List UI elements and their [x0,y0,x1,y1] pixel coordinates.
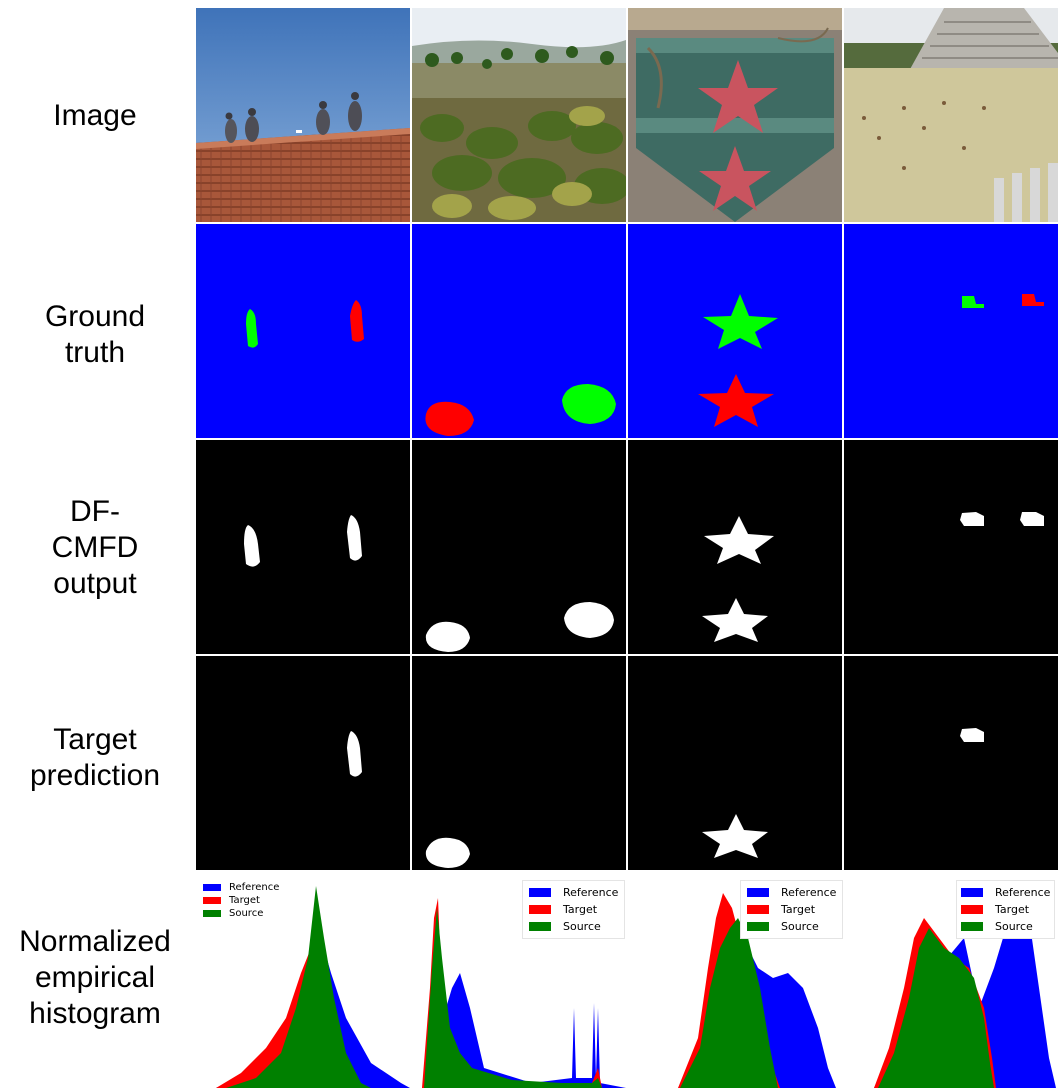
legend-label-reference: Reference [229,882,280,893]
legend-label-source: Source [229,908,264,919]
dfcmfd-output-mask-2 [412,440,626,654]
target-prediction-mask-2 [412,656,626,870]
legend-label-source: Source [781,920,819,933]
legend-label-source: Source [563,920,601,933]
legend-label-target: Target [229,895,260,906]
legend-swatch-reference [203,884,221,891]
legend-swatch-target [961,905,983,914]
row-label-target-prediction: Target prediction [29,723,161,792]
legend-swatch-reference [961,888,983,897]
photo-green-sign-red-stars [628,8,842,222]
target-prediction-mask-1 [196,656,410,870]
target-prediction-mask-3 [628,656,842,870]
histogram-source-series [680,918,778,1088]
photo-shrubland-landscape [412,8,626,222]
legend-label-reference: Reference [995,886,1051,899]
histogram-plot-4 [874,893,1056,1088]
legend-swatch-target [203,897,221,904]
legend-swatch-source [747,922,769,931]
legend-swatch-reference [529,888,551,897]
histogram-source-series [424,908,602,1088]
histogram-source-series [878,928,994,1088]
legend-swatch-source [961,922,983,931]
legend-label-target: Target [563,903,598,916]
histogram-plot-1 [216,886,410,1088]
histogram-reference-series [424,973,626,1088]
histogram-legend-1: Reference Target Source [198,878,285,923]
histogram-legend-2: Reference Target Source [522,880,626,939]
row-label-ground-truth: Ground truth [44,300,146,369]
legend-swatch-target [747,905,769,914]
legend-swatch-reference [747,888,769,897]
photo-stepped-pyramid [844,8,1058,222]
ground-truth-mask-2 [412,224,626,438]
ground-truth-mask-4 [844,224,1058,438]
legend-label-reference: Reference [781,886,837,899]
ground-truth-mask-3 [628,224,842,438]
histogram-source-series [226,886,371,1088]
legend-swatch-source [529,922,551,931]
histogram-plot-2 [422,898,626,1088]
target-prediction-mask-4 [844,656,1058,870]
row-label-image: Image [53,99,137,132]
dfcmfd-output-mask-1 [196,440,410,654]
legend-swatch-target [529,905,551,914]
legend-label-reference: Reference [563,886,619,899]
row-label-histogram: Normalized empirical histogram [19,925,171,1030]
legend-label-source: Source [995,920,1033,933]
legend-label-target: Target [781,903,816,916]
photo-birds-on-roof [196,8,410,222]
dfcmfd-output-mask-4 [844,440,1058,654]
ground-truth-mask-1 [196,224,410,438]
row-label-dfcmfd-output: DF- CMFD output [51,495,139,600]
dfcmfd-output-mask-3 [628,440,842,654]
histogram-plot-3 [678,893,836,1088]
histogram-legend-3: Reference Target Source [740,880,844,939]
histogram-legend-4: Reference Target Source [956,880,1056,939]
legend-swatch-source [203,910,221,917]
legend-label-target: Target [995,903,1030,916]
